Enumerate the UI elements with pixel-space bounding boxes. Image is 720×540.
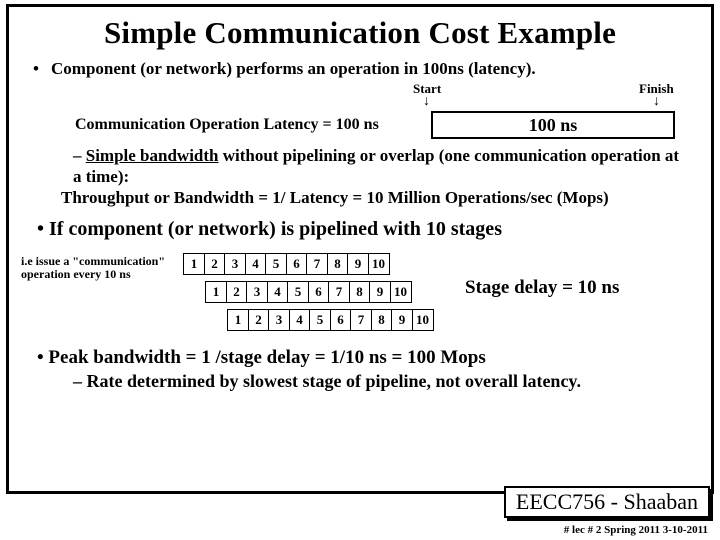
pipeline-cell: 1 bbox=[227, 309, 249, 331]
pipeline-cell: 5 bbox=[287, 281, 309, 303]
footnote: # lec # 2 Spring 2011 3-10-2011 bbox=[564, 524, 708, 536]
pipeline-cell: 10 bbox=[368, 253, 390, 275]
pipeline-cell: 3 bbox=[224, 253, 246, 275]
pipeline-cell: 4 bbox=[289, 309, 311, 331]
pipeline-cell: 7 bbox=[306, 253, 328, 275]
finish-arrow-icon: ↓ bbox=[653, 95, 660, 109]
pipeline-cell: 4 bbox=[245, 253, 267, 275]
pipeline-cell: 5 bbox=[309, 309, 331, 331]
issue-note: i.e issue a "communication" operation ev… bbox=[21, 255, 179, 283]
pipeline-cell: 1 bbox=[205, 281, 227, 303]
latency-row: Communication Operation Latency = 100 ns… bbox=[27, 111, 693, 139]
sub-bullet-1b: Throughput or Bandwidth = 1/ Latency = 1… bbox=[61, 188, 693, 208]
pipeline-cell: 9 bbox=[391, 309, 413, 331]
pipeline-cell: 8 bbox=[327, 253, 349, 275]
bullet-3: • Peak bandwidth = 1 /stage delay = 1/10… bbox=[37, 347, 693, 369]
pipeline-row-2: 12345678910 bbox=[205, 281, 412, 303]
slide-title: Simple Communication Cost Example bbox=[27, 15, 693, 51]
pipeline-cell: 9 bbox=[369, 281, 391, 303]
footer-box: EECC756 - Shaaban bbox=[504, 486, 710, 518]
pipeline-cell: 3 bbox=[268, 309, 290, 331]
bullet-1-text: Component (or network) performs an opera… bbox=[51, 59, 536, 78]
sub-bullet-3: – Rate determined by slowest stage of pi… bbox=[73, 371, 693, 392]
pipeline-cell: 2 bbox=[226, 281, 248, 303]
pipeline-cell: 1 bbox=[183, 253, 205, 275]
stage-delay-label: Stage delay = 10 ns bbox=[465, 277, 619, 299]
latency-text: Communication Operation Latency = 100 ns bbox=[75, 116, 379, 134]
pipeline-cell: 2 bbox=[248, 309, 270, 331]
bullet-1: •Component (or network) performs an oper… bbox=[33, 59, 693, 79]
pipeline-diagram: i.e issue a "communication" operation ev… bbox=[27, 247, 693, 341]
pipeline-cell: 3 bbox=[246, 281, 268, 303]
pipeline-cell: 8 bbox=[371, 309, 393, 331]
simple-bandwidth-underline: Simple bandwidth bbox=[86, 146, 219, 165]
latency-box: 100 ns bbox=[431, 111, 675, 139]
pipeline-cell: 10 bbox=[412, 309, 434, 331]
slide-frame: Simple Communication Cost Example •Compo… bbox=[6, 4, 714, 494]
pipeline-cell: 6 bbox=[286, 253, 308, 275]
sub-bullet-1: – Simple bandwidth without pipelining or… bbox=[73, 145, 687, 188]
pipeline-cell: 7 bbox=[328, 281, 350, 303]
pipeline-cell: 5 bbox=[265, 253, 287, 275]
pipeline-cell: 2 bbox=[204, 253, 226, 275]
pipeline-cell: 6 bbox=[308, 281, 330, 303]
start-arrow-icon: ↓ bbox=[423, 95, 430, 109]
pipeline-cell: 10 bbox=[390, 281, 412, 303]
pipeline-cell: 9 bbox=[347, 253, 369, 275]
bullet-2: • If component (or network) is pipelined… bbox=[37, 218, 693, 241]
pipeline-row-3: 12345678910 bbox=[227, 309, 434, 331]
pipeline-cell: 8 bbox=[349, 281, 371, 303]
start-finish-labels: Start ↓ Finish ↓ bbox=[197, 81, 673, 109]
pipeline-cell: 7 bbox=[350, 309, 372, 331]
pipeline-row-1: 12345678910 bbox=[183, 253, 390, 275]
dash: – bbox=[73, 146, 86, 165]
pipeline-cell: 4 bbox=[267, 281, 289, 303]
pipeline-cell: 6 bbox=[330, 309, 352, 331]
